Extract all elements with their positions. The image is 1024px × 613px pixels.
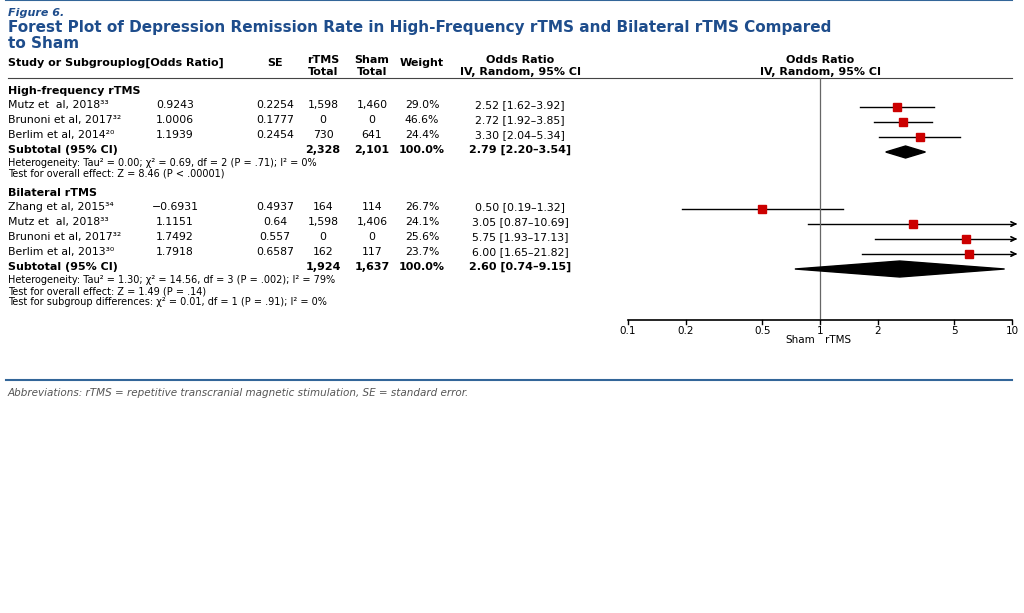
Text: 100.0%: 100.0%: [399, 145, 445, 155]
Text: 2.52 [1.62–3.92]: 2.52 [1.62–3.92]: [475, 100, 565, 110]
Text: 3.05 [0.87–10.69]: 3.05 [0.87–10.69]: [472, 217, 568, 227]
Text: 1: 1: [817, 326, 823, 336]
Bar: [893, 103, 901, 111]
Text: 0: 0: [369, 232, 376, 242]
Text: Odds Ratio
IV, Random, 95% CI: Odds Ratio IV, Random, 95% CI: [460, 55, 581, 77]
Polygon shape: [886, 146, 926, 158]
Text: rTMS
Total: rTMS Total: [307, 55, 339, 77]
Text: Berlim et al, 2014²⁰: Berlim et al, 2014²⁰: [8, 130, 115, 140]
Text: rTMS: rTMS: [825, 335, 851, 345]
Text: 164: 164: [312, 202, 334, 212]
Text: 1.1151: 1.1151: [156, 217, 194, 227]
Text: 23.7%: 23.7%: [404, 247, 439, 257]
Bar: [966, 250, 974, 258]
Text: 641: 641: [361, 130, 382, 140]
Text: Mutz et  al, 2018³³: Mutz et al, 2018³³: [8, 100, 109, 110]
Text: −0.6931: −0.6931: [152, 202, 199, 212]
Polygon shape: [795, 261, 1005, 277]
Text: 2.72 [1.92–3.85]: 2.72 [1.92–3.85]: [475, 115, 565, 125]
Text: 0.64: 0.64: [263, 217, 287, 227]
Text: 1,598: 1,598: [307, 217, 339, 227]
Text: 1.0006: 1.0006: [156, 115, 195, 125]
Text: Brunoni et al, 2017³²: Brunoni et al, 2017³²: [8, 115, 121, 125]
Text: 100.0%: 100.0%: [399, 262, 445, 272]
Text: 0.1: 0.1: [620, 326, 636, 336]
Text: 162: 162: [312, 247, 334, 257]
Text: 0: 0: [319, 115, 327, 125]
Text: Abbreviations: rTMS = repetitive transcranial magnetic stimulation, SE = standar: Abbreviations: rTMS = repetitive transcr…: [8, 388, 469, 398]
Text: Berlim et al, 2013³⁰: Berlim et al, 2013³⁰: [8, 247, 115, 257]
Text: 1,637: 1,637: [354, 262, 389, 272]
Text: SE: SE: [267, 58, 283, 68]
Text: 24.1%: 24.1%: [404, 217, 439, 227]
Text: 0.2: 0.2: [678, 326, 694, 336]
Text: 0.557: 0.557: [259, 232, 291, 242]
Text: 25.6%: 25.6%: [404, 232, 439, 242]
Bar: [909, 220, 916, 228]
Text: High-frequency rTMS: High-frequency rTMS: [8, 86, 140, 96]
Text: Test for overall effect: Z = 8.46 (P < .00001): Test for overall effect: Z = 8.46 (P < .…: [8, 169, 224, 179]
Bar: [758, 205, 766, 213]
Bar: [899, 118, 907, 126]
Text: 26.7%: 26.7%: [404, 202, 439, 212]
Text: Weight: Weight: [400, 58, 444, 68]
Text: Subtotal (95% CI): Subtotal (95% CI): [8, 145, 118, 155]
Text: 0.4937: 0.4937: [256, 202, 294, 212]
Text: 2: 2: [874, 326, 881, 336]
Text: 0.6587: 0.6587: [256, 247, 294, 257]
Text: 1.7918: 1.7918: [156, 247, 194, 257]
Text: 2.79 [2.20–3.54]: 2.79 [2.20–3.54]: [469, 145, 571, 155]
Text: Brunoni et al, 2017³²: Brunoni et al, 2017³²: [8, 232, 121, 242]
Text: log[Odds Ratio]: log[Odds Ratio]: [126, 58, 224, 68]
Text: 6.00 [1.65–21.82]: 6.00 [1.65–21.82]: [472, 247, 568, 257]
Text: 46.6%: 46.6%: [404, 115, 439, 125]
Text: 1,924: 1,924: [305, 262, 341, 272]
Text: 0.1777: 0.1777: [256, 115, 294, 125]
Text: 29.0%: 29.0%: [404, 100, 439, 110]
Text: 5.75 [1.93–17.13]: 5.75 [1.93–17.13]: [472, 232, 568, 242]
Text: Subtotal (95% CI): Subtotal (95% CI): [8, 262, 118, 272]
Text: Sham: Sham: [785, 335, 815, 345]
Text: Zhang et al, 2015³⁴: Zhang et al, 2015³⁴: [8, 202, 114, 212]
Bar: [962, 235, 970, 243]
Text: 0.2454: 0.2454: [256, 130, 294, 140]
Text: 3.30 [2.04–5.34]: 3.30 [2.04–5.34]: [475, 130, 565, 140]
Text: 2,101: 2,101: [354, 145, 389, 155]
Text: 2,328: 2,328: [305, 145, 341, 155]
Text: 2.60 [0.74–9.15]: 2.60 [0.74–9.15]: [469, 262, 571, 272]
Text: 0.50 [0.19–1.32]: 0.50 [0.19–1.32]: [475, 202, 565, 212]
Bar: [915, 133, 924, 141]
Text: 1,598: 1,598: [307, 100, 339, 110]
Text: 730: 730: [312, 130, 334, 140]
Text: 114: 114: [361, 202, 382, 212]
Text: Bilateral rTMS: Bilateral rTMS: [8, 188, 97, 198]
Text: 0: 0: [369, 115, 376, 125]
Text: Heterogeneity: Tau² = 1.30; χ² = 14.56, df = 3 (P = .002); I² = 79%: Heterogeneity: Tau² = 1.30; χ² = 14.56, …: [8, 275, 335, 285]
Text: to Sham: to Sham: [8, 36, 79, 51]
Text: Study or Subgroup: Study or Subgroup: [8, 58, 126, 68]
Text: Figure 6.: Figure 6.: [8, 8, 65, 18]
Text: Odds Ratio
IV, Random, 95% CI: Odds Ratio IV, Random, 95% CI: [760, 55, 881, 77]
Text: 24.4%: 24.4%: [404, 130, 439, 140]
Text: 0.2254: 0.2254: [256, 100, 294, 110]
Text: 117: 117: [361, 247, 382, 257]
Text: 1,406: 1,406: [356, 217, 387, 227]
Text: Heterogeneity: Tau² = 0.00; χ² = 0.69, df = 2 (P = .71); I² = 0%: Heterogeneity: Tau² = 0.00; χ² = 0.69, d…: [8, 158, 316, 168]
Text: Mutz et  al, 2018³³: Mutz et al, 2018³³: [8, 217, 109, 227]
Text: 0.9243: 0.9243: [156, 100, 194, 110]
Text: 0.5: 0.5: [754, 326, 770, 336]
Text: Test for overall effect: Z = 1.49 (P = .14): Test for overall effect: Z = 1.49 (P = .…: [8, 286, 206, 296]
Text: Forest Plot of Depression Remission Rate in High-Frequency rTMS and Bilateral rT: Forest Plot of Depression Remission Rate…: [8, 20, 831, 35]
Text: 1.1939: 1.1939: [156, 130, 194, 140]
Text: Test for subgroup differences: χ² = 0.01, df = 1 (P = .91); I² = 0%: Test for subgroup differences: χ² = 0.01…: [8, 297, 327, 307]
Text: 5: 5: [951, 326, 957, 336]
Text: 1.7492: 1.7492: [156, 232, 194, 242]
Text: 0: 0: [319, 232, 327, 242]
Text: Sham
Total: Sham Total: [354, 55, 389, 77]
Text: 10: 10: [1006, 326, 1019, 336]
Text: 1,460: 1,460: [356, 100, 387, 110]
